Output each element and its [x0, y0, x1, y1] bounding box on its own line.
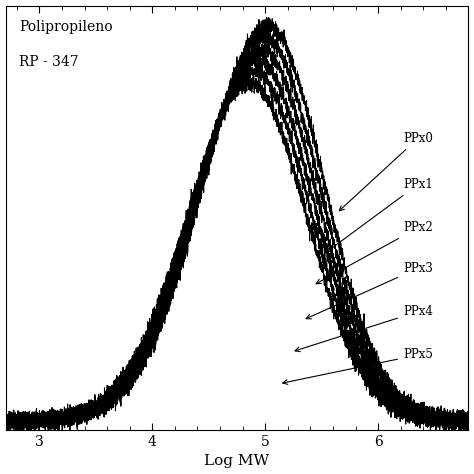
Text: PPx5: PPx5	[283, 348, 433, 384]
Text: PPx4: PPx4	[295, 305, 433, 352]
Text: PPx1: PPx1	[327, 178, 433, 252]
Text: Polipropileno: Polipropileno	[19, 20, 113, 34]
Text: PPx2: PPx2	[316, 221, 433, 284]
X-axis label: Log MW: Log MW	[204, 455, 270, 468]
Text: RP - 347: RP - 347	[19, 55, 79, 69]
Text: PPx0: PPx0	[339, 132, 433, 211]
Text: PPx3: PPx3	[306, 262, 433, 319]
